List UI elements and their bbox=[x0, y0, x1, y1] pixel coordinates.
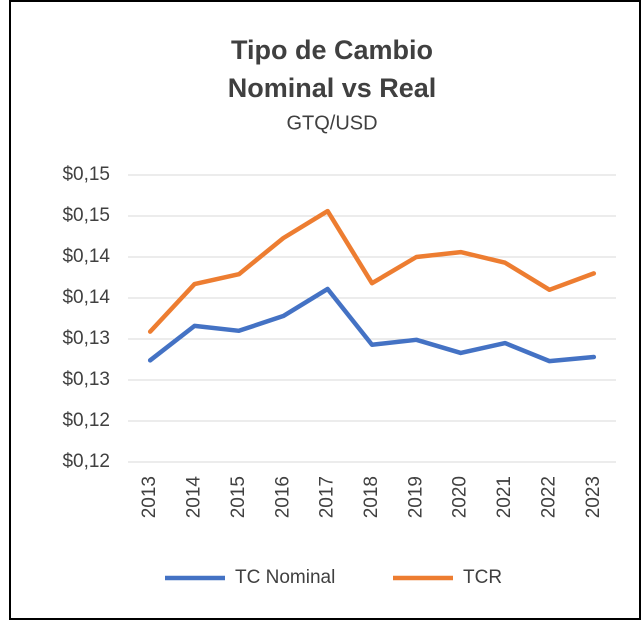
y-tick-label: $0,13 bbox=[62, 328, 110, 349]
y-tick-label: $0,12 bbox=[62, 451, 110, 472]
y-tick-label: $0,14 bbox=[62, 246, 110, 267]
x-tick-label: 2019 bbox=[405, 476, 426, 518]
line bbox=[147, 286, 597, 364]
x-tick-label: 2016 bbox=[272, 476, 293, 518]
x-tick-label: 2014 bbox=[184, 476, 205, 519]
x-tick-label: 2017 bbox=[317, 476, 338, 518]
x-tick-label: 2015 bbox=[228, 476, 249, 518]
y-tick-label: $0,14 bbox=[62, 287, 110, 308]
x-tick-label: 2020 bbox=[450, 476, 471, 518]
chart-title: Tipo de Cambio bbox=[231, 35, 433, 65]
line bbox=[147, 208, 597, 334]
x-tick-label: 2021 bbox=[494, 476, 515, 518]
y-tick-label: $0,15 bbox=[62, 205, 110, 226]
x-tick-label: 2023 bbox=[583, 476, 604, 518]
frame bbox=[9, 0, 641, 620]
chart-subtitle: GTQ/USD bbox=[286, 112, 377, 134]
x-tick-label: 2018 bbox=[361, 476, 382, 518]
y-tick-label: $0,15 bbox=[62, 164, 110, 185]
x-tick-label: 2013 bbox=[139, 476, 160, 518]
y-tick-label: $0,12 bbox=[62, 410, 110, 431]
y-tick-label: $0,13 bbox=[62, 369, 110, 390]
legend-label: TCR bbox=[463, 567, 502, 588]
x-tick-label: 2022 bbox=[538, 476, 559, 518]
chart-title: Nominal vs Real bbox=[228, 73, 437, 103]
legend-label: TC Nominal bbox=[235, 567, 335, 588]
